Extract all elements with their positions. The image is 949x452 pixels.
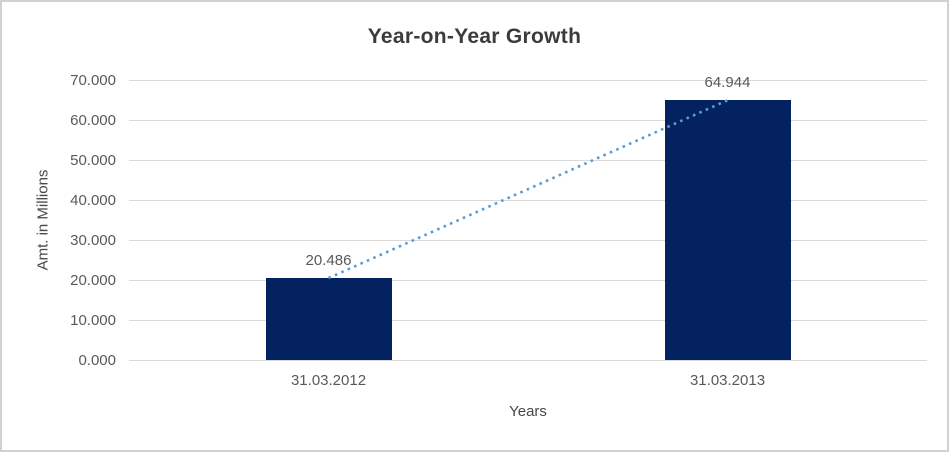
y-tick-label: 30.000: [70, 232, 116, 249]
gridline: [129, 159, 927, 161]
bar-31.03.2012: [265, 278, 392, 360]
bar-31.03.2013: [664, 100, 791, 360]
y-axis-title: Amt. in Millions: [34, 169, 52, 271]
y-tick-label: 20.000: [70, 272, 116, 289]
bar-data-label: 20.486: [305, 252, 352, 270]
y-tick-label: 60.000: [70, 112, 116, 129]
y-tick-label: 70.000: [70, 72, 116, 89]
gridline: [129, 239, 927, 241]
gridline: [129, 359, 927, 361]
gridline: [129, 119, 927, 121]
gridline: [129, 279, 927, 281]
gridline: [129, 319, 927, 321]
plot-area: 20.486 64.944: [129, 75, 927, 361]
y-tick-label: 10.000: [70, 312, 116, 329]
chart-title: Year-on-Year Growth: [367, 25, 582, 48]
x-tick-label: 31.03.2013: [689, 372, 766, 389]
x-tick-label: 31.03.2012: [290, 372, 367, 389]
trendline: [327, 99, 729, 280]
x-axis-title: Years: [509, 403, 547, 420]
y-tick-label: 40.000: [70, 192, 116, 209]
gridline: [129, 79, 927, 81]
y-tick-label: 0.000: [78, 352, 116, 369]
gridline: [129, 199, 927, 201]
y-tick-label: 50.000: [70, 152, 116, 169]
bar-data-label: 64.944: [704, 74, 751, 92]
